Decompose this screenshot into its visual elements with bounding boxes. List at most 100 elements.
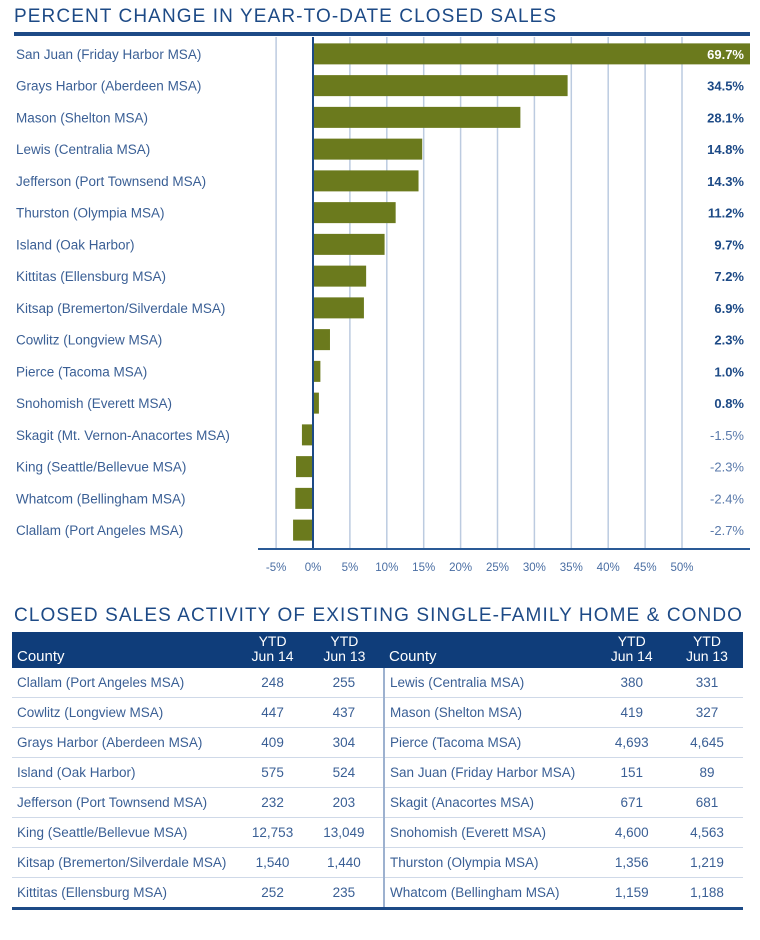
header-ytd-jun14-right: YTD Jun 14 (592, 632, 671, 668)
ytd-jun14-cell: 409 (240, 727, 305, 758)
x-tick-label: 25% (486, 562, 509, 574)
table-row: Clallam (Port Angeles MSA) 248 255 Lewis (C… (12, 668, 743, 698)
ytd-jun13-cell: 327 (670, 697, 743, 728)
ytd-jun13-cell: 681 (670, 787, 743, 818)
category-label: Island (Oak Harbor) (16, 237, 135, 252)
bar (295, 487, 313, 509)
value-label: 14.3% (707, 174, 744, 189)
header-county-left: County (12, 632, 241, 668)
closed-sales-table: County YTD Jun 14 YTD Jun 13 County YTD Jun… (12, 632, 743, 910)
ytd-jun14-cell: 447 (240, 697, 305, 728)
bar (313, 265, 367, 287)
table-row: Kittitas (Ellensburg MSA) 252 235 Whatcom (… (12, 877, 743, 910)
table-row: King (Seattle/Bellevue MSA) 12,753 13,049 S… (12, 817, 743, 848)
county-cell: Jefferson (Port Townsend MSA) (12, 787, 241, 818)
value-label: 1.0% (714, 364, 744, 379)
county-cell: Pierce (Tacoma MSA) (383, 727, 593, 758)
value-label: 2.3% (714, 333, 744, 348)
category-label: Kittitas (Ellensburg MSA) (16, 269, 166, 284)
bar (313, 138, 423, 160)
county-cell: Grays Harbor (Aberdeen MSA) (12, 727, 241, 758)
ytd-jun13-cell: 235 (304, 877, 385, 910)
bar (313, 170, 419, 192)
ytd-jun14-cell: 671 (592, 787, 671, 818)
header-period-label: Jun 13 (685, 648, 728, 664)
value-label: 0.8% (714, 396, 744, 411)
category-label: Pierce (Tacoma MSA) (16, 364, 147, 379)
county-cell: Cowlitz (Longview MSA) (12, 697, 241, 728)
table-row: Island (Oak Harbor) 575 524 San Juan (Frida… (12, 757, 743, 788)
ytd-jun13-cell: 304 (304, 727, 385, 758)
chart-title: PERCENT CHANGE IN YEAR-TO-DATE CLOSED SA… (14, 6, 558, 27)
bar (301, 424, 313, 446)
x-tick-label: 15% (412, 562, 435, 574)
ytd-jun14-cell: 1,159 (592, 877, 671, 910)
x-tick-label: 45% (634, 562, 657, 574)
category-label: Kitsap (Bremerton/Silverdale MSA) (16, 301, 225, 316)
bar (313, 233, 385, 255)
ytd-jun13-cell: 331 (670, 668, 743, 698)
category-label: Cowlitz (Longview MSA) (16, 333, 162, 348)
category-label: Whatcom (Bellingham MSA) (16, 491, 186, 506)
bar (313, 43, 750, 65)
ytd-jun13-cell: 13,049 (304, 817, 385, 848)
ytd-jun14-cell: 252 (240, 877, 305, 910)
header-ytd-label: YTD (692, 633, 721, 649)
value-label: 11.2% (708, 206, 745, 221)
county-cell: Kitsap (Bremerton/Silverdale MSA) (12, 847, 241, 878)
ytd-jun13-cell: 1,188 (670, 877, 743, 910)
table-header-row: County YTD Jun 14 YTD Jun 13 County YTD Jun… (12, 632, 743, 668)
bar (313, 360, 321, 382)
ytd-jun14-cell: 575 (240, 757, 305, 788)
value-label: -2.7% (710, 523, 744, 538)
bar (313, 106, 521, 128)
bar (313, 297, 364, 319)
ytd-jun13-cell: 524 (304, 757, 385, 788)
ytd-jun14-cell: 4,600 (592, 817, 671, 848)
ytd-jun14-cell: 12,753 (240, 817, 305, 848)
value-label: 9.7% (714, 237, 744, 252)
ytd-jun13-cell: 255 (304, 668, 385, 698)
ytd-jun14-cell: 380 (592, 668, 671, 698)
bar (313, 75, 568, 97)
value-label: 7.2% (714, 269, 744, 284)
header-ytd-jun13-right: YTD Jun 13 (670, 632, 743, 668)
ytd-jun14-cell: 232 (240, 787, 305, 818)
header-ytd-label: YTD (330, 633, 359, 649)
table-row: Cowlitz (Longview MSA) 447 437 Mason (Shelt… (12, 697, 743, 728)
x-tick-label: 30% (523, 562, 546, 574)
header-period-label: Jun 14 (251, 648, 294, 664)
bar (296, 456, 313, 478)
x-tick-label: 35% (560, 562, 583, 574)
ytd-jun13-cell: 4,563 (670, 817, 743, 848)
bar (293, 519, 313, 541)
category-label: Mason (Shelton MSA) (16, 110, 148, 125)
table-title: CLOSED SALES ACTIVITY OF EXISTING SINGLE… (14, 605, 744, 626)
ytd-jun13-cell: 203 (304, 787, 385, 818)
ytd-jun14-cell: 248 (240, 668, 305, 698)
county-cell: Snohomish (Everett MSA) (383, 817, 593, 848)
county-cell: Lewis (Centralia MSA) (383, 668, 593, 698)
county-cell: Thurston (Olympia MSA) (383, 847, 593, 878)
value-label: -2.4% (710, 491, 744, 506)
header-ytd-jun14-left: YTD Jun 14 (240, 632, 305, 668)
value-label: 34.5% (707, 79, 744, 94)
x-tick-label: 10% (375, 562, 398, 574)
table-row: Grays Harbor (Aberdeen MSA) 409 304 Pierce … (12, 727, 743, 758)
value-label: 28.1% (707, 110, 744, 125)
bar (313, 329, 330, 351)
ytd-jun13-cell: 4,645 (670, 727, 743, 758)
category-label: Thurston (Olympia MSA) (16, 206, 165, 221)
x-tick-label: 40% (597, 562, 620, 574)
county-cell: Whatcom (Bellingham MSA) (383, 877, 593, 910)
category-label: Clallam (Port Angeles MSA) (16, 523, 183, 538)
category-label: Snohomish (Everett MSA) (16, 396, 172, 411)
category-label: Jefferson (Port Townsend MSA) (16, 174, 206, 189)
ytd-jun13-cell: 1,219 (670, 847, 743, 878)
bar (313, 392, 319, 414)
ytd-jun14-cell: 1,356 (592, 847, 671, 878)
x-tick-label: 5% (342, 562, 359, 574)
header-county-right: County (383, 632, 593, 668)
x-tick-label: -5% (266, 562, 286, 574)
county-cell: San Juan (Friday Harbor MSA) (383, 757, 593, 788)
